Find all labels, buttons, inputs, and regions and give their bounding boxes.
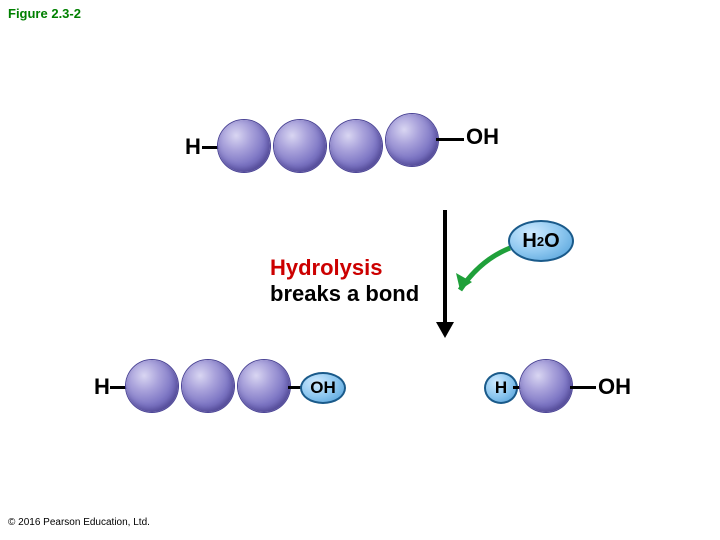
bl-oh-text: OH [310,378,336,398]
bl-monomer-3 [238,360,290,412]
br-oh-label: OH [598,374,631,400]
diagram-stage: H OH H2O Hydrolysis breaks a bond H OH H… [0,0,720,540]
bl-monomer-1 [126,360,178,412]
bl-monomer-2 [182,360,234,412]
caption: Hydrolysis breaks a bond [270,255,419,308]
caption-hydrolysis: Hydrolysis [270,255,383,280]
br-oh-bond [570,386,596,389]
caption-breaks: breaks a bond [270,281,419,306]
br-monomer-1 [520,360,572,412]
water-2: 2 [537,234,544,249]
br-h-text: H [495,378,507,398]
water-o: O [544,230,560,253]
water-h: H [522,230,536,253]
bl-oh-oval: OH [300,372,346,404]
bl-h-label: H [94,374,110,400]
water-molecule: H2O [508,220,574,262]
